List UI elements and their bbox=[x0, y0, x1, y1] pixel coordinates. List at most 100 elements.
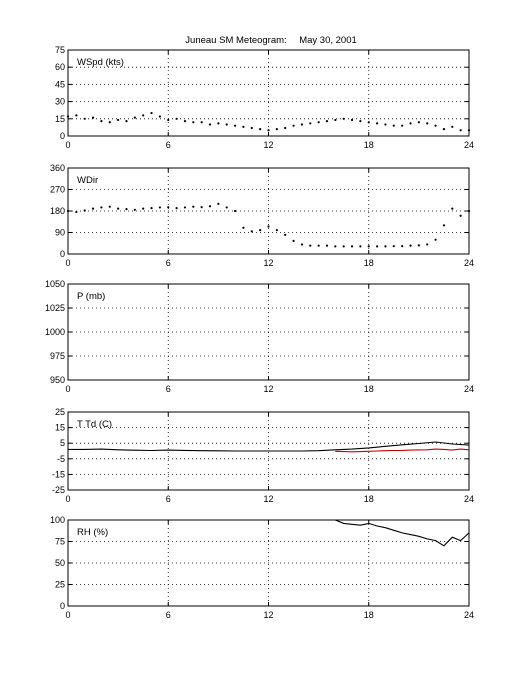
temp-dewpoint-xtick-label: 6 bbox=[166, 494, 171, 504]
wspd-data-point bbox=[267, 129, 270, 132]
wdir-xtick-label: 12 bbox=[263, 258, 273, 268]
wdir-data-point bbox=[158, 206, 161, 209]
wspd-data-point bbox=[392, 124, 395, 127]
wspd-data-point bbox=[125, 119, 128, 123]
wdir-data-point bbox=[117, 207, 120, 210]
wdir-panel: 0 90 180 270 360 0 6 12 18 24 WDir bbox=[50, 163, 474, 268]
wdir-data-point bbox=[142, 207, 145, 210]
figure-date: May 30, 2001 bbox=[299, 35, 357, 46]
wspd-panel-label: WSpd (kts) bbox=[77, 57, 124, 68]
wspd-data-point bbox=[434, 124, 437, 127]
wdir-data-point bbox=[167, 206, 170, 209]
wspd-data-point bbox=[459, 129, 462, 132]
wdir-data-point bbox=[292, 239, 295, 242]
rh-ytick-label: 75 bbox=[55, 537, 65, 547]
wspd-data-point bbox=[342, 117, 345, 120]
wdir-data-point bbox=[208, 205, 212, 208]
wdir-data-point bbox=[417, 244, 420, 247]
wdir-data-point bbox=[376, 245, 379, 248]
wspd-xtick-label: 12 bbox=[263, 140, 273, 150]
wdir-data-point bbox=[317, 244, 320, 247]
wspd-data-point bbox=[426, 122, 429, 125]
wdir-data-point bbox=[183, 206, 187, 209]
pressure-xtick-label: 6 bbox=[166, 384, 171, 394]
wdir-data-point bbox=[409, 244, 412, 247]
wspd-xtick-label: 24 bbox=[464, 140, 474, 150]
pressure-ytick-label: 975 bbox=[50, 351, 65, 361]
figure-title: Juneau SM Meteogram: bbox=[185, 35, 286, 46]
wspd-data-point bbox=[167, 118, 170, 122]
wdir-data-point bbox=[359, 245, 362, 248]
wspd-ytick-label: 15 bbox=[55, 114, 65, 124]
rh-xtick-label: 0 bbox=[65, 610, 70, 620]
wdir-data-point bbox=[334, 245, 337, 248]
wdir-data-point bbox=[459, 214, 462, 217]
wdir-data-point bbox=[233, 209, 237, 213]
pressure-xtick-label: 24 bbox=[464, 384, 474, 394]
wspd-data-point bbox=[66, 115, 70, 118]
temp-dewpoint-ytick-label: -15 bbox=[52, 469, 65, 479]
temp-dewpoint-ytick-label: -25 bbox=[52, 485, 65, 495]
wspd-data-point bbox=[158, 115, 161, 118]
wspd-ytick-label: 45 bbox=[55, 79, 65, 89]
wdir-data-point bbox=[367, 245, 370, 248]
rh-xtick-label: 18 bbox=[364, 610, 374, 620]
wdir-data-point bbox=[100, 206, 103, 209]
wspd-ytick-label: 75 bbox=[55, 45, 65, 55]
wdir-xtick-label: 18 bbox=[364, 258, 374, 268]
wspd-data-point bbox=[292, 124, 295, 127]
wspd-data-point bbox=[142, 114, 145, 117]
wdir-data-point bbox=[83, 209, 86, 212]
wspd-data-point bbox=[208, 123, 212, 126]
wdir-data-point bbox=[384, 245, 387, 248]
pressure-ytick-label: 1025 bbox=[45, 303, 65, 313]
wspd-data-point bbox=[133, 116, 136, 119]
wdir-data-point bbox=[133, 208, 136, 211]
wspd-data-point bbox=[367, 121, 370, 124]
wspd-data-point bbox=[242, 125, 245, 128]
wdir-data-point bbox=[451, 207, 454, 210]
wspd-data-point bbox=[309, 122, 312, 125]
temp-dewpoint-ytick-label: -5 bbox=[57, 454, 65, 464]
wspd-plot-area bbox=[67, 49, 470, 137]
pressure-ytick-label: 1000 bbox=[45, 327, 65, 337]
wdir-data-point bbox=[250, 230, 253, 233]
wspd-panel: 0 15 30 45 60 75 0 6 12 18 24 WSpd (kts) bbox=[55, 45, 474, 150]
wspd-xtick-label: 18 bbox=[364, 140, 374, 150]
wdir-data-point bbox=[267, 225, 270, 228]
wdir-data-point bbox=[275, 229, 278, 232]
wdir-series-points-0 bbox=[66, 202, 471, 248]
rh-panel: 0 25 50 75 100 0 6 12 18 24 RH (%) bbox=[50, 515, 474, 620]
wspd-data-point bbox=[108, 121, 111, 124]
wspd-data-point bbox=[300, 123, 304, 126]
wspd-data-point bbox=[259, 128, 262, 131]
temp-dewpoint-ytick-label: 15 bbox=[55, 423, 65, 433]
rh-ytick-label: 100 bbox=[50, 515, 65, 525]
wspd-data-point bbox=[417, 121, 420, 124]
wspd-data-point bbox=[334, 118, 337, 122]
wdir-data-point bbox=[217, 202, 220, 205]
wdir-data-point bbox=[225, 206, 228, 209]
wdir-data-point bbox=[426, 243, 429, 246]
temp-dewpoint-xtick-label: 24 bbox=[464, 494, 474, 504]
wspd-data-point bbox=[359, 119, 362, 123]
wspd-data-point bbox=[467, 129, 471, 132]
temp-dewpoint-series-line-1 bbox=[335, 448, 470, 453]
wspd-data-point bbox=[350, 118, 354, 122]
wspd-data-point bbox=[200, 121, 203, 124]
wspd-data-point bbox=[325, 119, 329, 123]
temp-dewpoint-ytick-label: 5 bbox=[60, 438, 65, 448]
pressure-panel-label: P (mb) bbox=[77, 291, 105, 302]
temp-dewpoint-series-line-0 bbox=[68, 441, 470, 452]
wdir-data-point bbox=[259, 229, 262, 232]
wdir-xtick-label: 24 bbox=[464, 258, 474, 268]
rh-ytick-label: 25 bbox=[55, 580, 65, 590]
wspd-data-point bbox=[401, 124, 404, 127]
wspd-series-points-0 bbox=[66, 111, 471, 132]
wspd-data-point bbox=[100, 119, 103, 123]
wdir-data-point bbox=[91, 207, 95, 210]
wdir-data-point bbox=[325, 244, 329, 247]
temp-dewpoint-xtick-label: 12 bbox=[263, 494, 273, 504]
wdir-data-point bbox=[342, 245, 345, 248]
wspd-data-point bbox=[250, 126, 253, 130]
